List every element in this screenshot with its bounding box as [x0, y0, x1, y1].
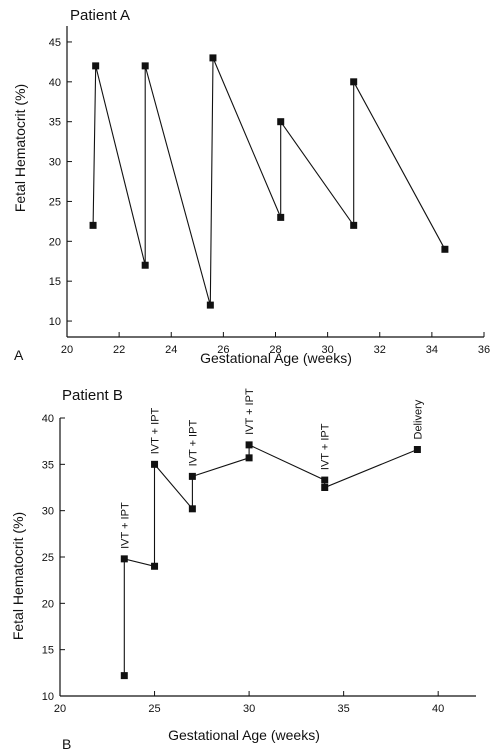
annotation-label: IVT + IPT	[320, 423, 332, 470]
data-point	[209, 54, 217, 62]
x-tick-label: 34	[426, 344, 438, 356]
y-tick-label: 30	[42, 506, 54, 518]
data-point	[245, 454, 253, 462]
chart-a-title: Patient A	[70, 7, 130, 24]
chart-b-xlabel: Gestational Age (weeks)	[168, 727, 320, 743]
annotation-label: IVT + IPT	[119, 502, 131, 549]
y-tick-label: 30	[49, 157, 61, 169]
chart-a-panel-label: A	[14, 347, 24, 363]
x-tick-label: 30	[243, 703, 255, 715]
chart-patient-a: Patient A A Gestational Age (weeks) Feta…	[12, 7, 490, 366]
x-tick-label: 36	[478, 344, 490, 356]
data-point	[245, 441, 253, 449]
data-point	[188, 472, 196, 480]
y-tick-label: 35	[49, 117, 61, 129]
y-tick-label: 45	[49, 37, 61, 49]
data-point	[350, 78, 358, 86]
data-point	[277, 213, 285, 221]
y-tick-label: 25	[49, 196, 61, 208]
x-tick-label: 35	[338, 703, 350, 715]
annotation-label: Delivery	[412, 399, 424, 439]
x-tick-label: 32	[374, 344, 386, 356]
data-point	[92, 62, 100, 70]
data-point	[350, 221, 358, 229]
chart-b-lines	[123, 444, 418, 676]
data-point	[89, 221, 97, 229]
x-tick-label: 28	[269, 344, 281, 356]
data-point	[321, 476, 329, 484]
annotation-label: IVT + IPT	[187, 420, 199, 467]
y-tick-label: 15	[42, 645, 54, 657]
annotation-label: IVT + IPT	[244, 388, 256, 435]
chart-a-points	[89, 54, 449, 309]
y-tick-label: 35	[42, 459, 54, 471]
series-line	[123, 444, 418, 676]
y-tick-label: 20	[42, 598, 54, 610]
x-tick-label: 22	[113, 344, 125, 356]
x-tick-label: 30	[322, 344, 334, 356]
y-tick-label: 10	[49, 316, 61, 328]
data-point	[151, 460, 159, 468]
data-point	[151, 562, 159, 570]
y-tick-label: 25	[42, 552, 54, 564]
chart-patient-b: Patient B B Gestational Age (weeks) Feta…	[10, 387, 476, 752]
data-point	[120, 555, 128, 563]
x-tick-label: 26	[217, 344, 229, 356]
data-point	[321, 484, 329, 491]
data-point	[413, 446, 421, 454]
data-point	[277, 118, 285, 126]
chart-b-annotations: IVT + IPT IVT + IPT IVT + IPT IVT + IPT IVT …	[119, 388, 424, 549]
data-point	[441, 245, 449, 253]
y-tick-label: 40	[49, 77, 61, 89]
x-tick-label: 24	[165, 344, 177, 356]
x-tick-label: 25	[148, 703, 160, 715]
chart-b-ticks: 20 25 30 35 40 10 15 20 25 30 35 40	[42, 413, 445, 715]
chart-a-axes	[66, 26, 484, 338]
chart-b-ylabel: Fetal Hematocrit (%)	[10, 512, 26, 640]
y-tick-label: 40	[42, 413, 54, 425]
chart-b-panel-label: B	[62, 736, 71, 752]
chart-b-points	[120, 441, 421, 680]
chart-b-title: Patient B	[62, 387, 123, 404]
data-point	[206, 301, 214, 309]
data-point	[120, 672, 128, 680]
y-tick-label: 20	[49, 236, 61, 248]
data-point	[188, 505, 196, 513]
y-tick-label: 10	[42, 691, 54, 703]
x-tick-label: 20	[61, 344, 73, 356]
x-tick-label: 40	[432, 703, 444, 715]
data-point	[141, 261, 149, 269]
chart-a-ylabel: Fetal Hematocrit (%)	[12, 84, 28, 212]
data-point	[141, 62, 149, 70]
x-tick-label: 20	[54, 703, 66, 715]
chart-a-xlabel: Gestational Age (weeks)	[200, 350, 352, 366]
y-tick-label: 15	[49, 276, 61, 288]
annotation-label: IVT + IPT	[150, 407, 162, 454]
chart-a-ticks: 20 22 24 26 28 30 32 34 36 10 15 20 25 30 35 40 45	[49, 37, 490, 356]
